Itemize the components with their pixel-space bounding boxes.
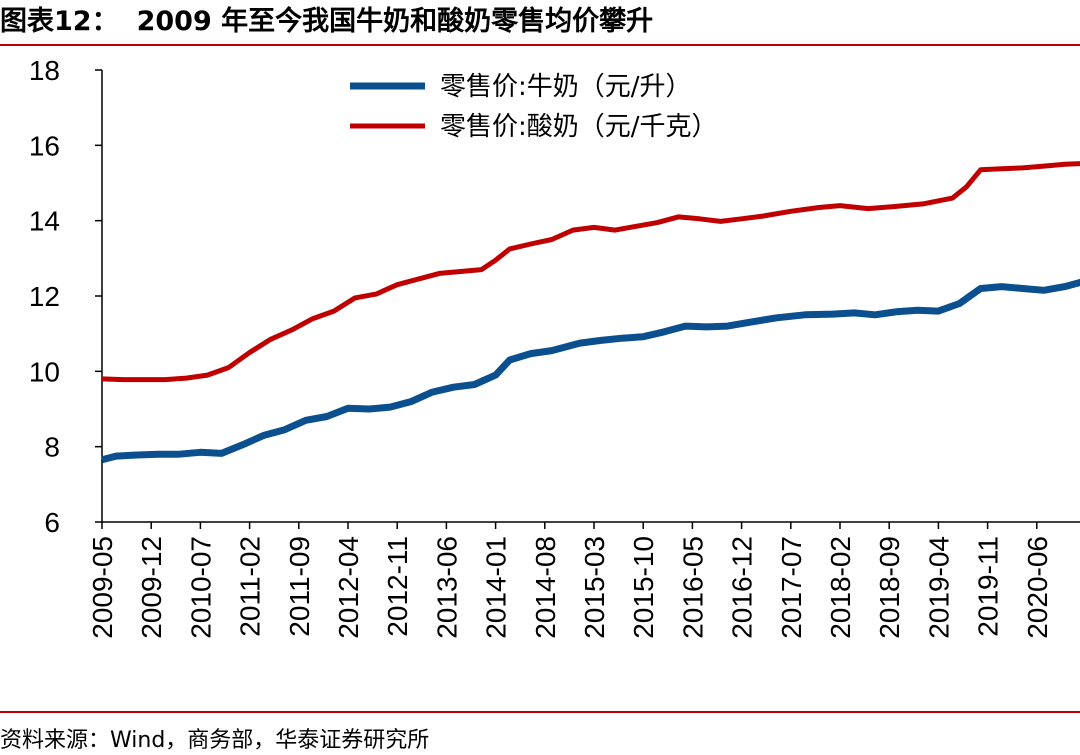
x-tick-label: 2012-11 [382,536,413,637]
x-tick-label: 2019-04 [923,536,954,639]
x-tick-label: 2017-07 [776,536,807,639]
x-tick-label: 2015-10 [628,536,659,639]
title-rule [0,44,1080,46]
x-tick-label: 2012-04 [333,536,364,639]
x-tick-label: 2014-01 [481,536,512,639]
x-tick-label: 2016-05 [677,536,708,639]
x-tick-label: 2011-02 [235,536,266,637]
source-note: 资料来源：Wind，商务部，华泰证券研究所 [0,728,430,753]
y-tick-label: 18 [29,55,60,86]
legend-label-milk: 零售价:牛奶（元/升） [440,72,692,102]
chart-series [101,161,1080,464]
legend-label-yogurt: 零售价:酸奶（元/千克） [440,112,718,142]
figure-label: 图表12： [0,6,119,37]
x-tick-label: 2018-09 [874,536,905,639]
x-tick-label: 2020-06 [1022,536,1053,639]
x-tick-label: 2013-06 [431,536,462,639]
x-tick-label: 2010-07 [185,536,216,639]
y-tick-label: 12 [29,281,60,312]
x-tick-label: 2015-03 [579,536,610,639]
series-line-milk [101,278,1080,464]
y-tick-label: 16 [29,130,60,161]
x-tick-label: 2016-12 [727,536,758,639]
x-tick-label: 2011-09 [284,536,315,637]
footer-rule [0,711,1080,713]
line-chart: 6 8 10 12 14 16 18 2009-05 2009-12 2010-07 2011-02… [29,55,1080,639]
chart-axes: 6 8 10 12 14 16 18 2009-05 2009-12 2010-07 2011-02… [29,55,1080,639]
figure-title: 图表12： 2009 年至今我国牛奶和酸奶零售均价攀升 [0,2,653,42]
y-tick-label: 6 [44,507,60,538]
figure-title-text: 2009 年至今我国牛奶和酸奶零售均价攀升 [136,6,654,37]
x-tick-label: 2014-08 [530,536,561,639]
x-tick-label: 2018-02 [825,536,856,639]
chart-legend: 零售价:牛奶（元/升） 零售价:酸奶（元/千克） [350,72,718,142]
y-tick-label: 14 [29,206,60,237]
x-tick-label: 2009-12 [136,536,167,639]
x-tick-label: 2009-05 [87,536,118,639]
series-line-yogurt [101,161,1080,383]
y-tick-label: 8 [44,432,60,463]
x-tick-label: 2019-11 [973,536,1004,637]
y-tick-label: 10 [29,356,60,387]
